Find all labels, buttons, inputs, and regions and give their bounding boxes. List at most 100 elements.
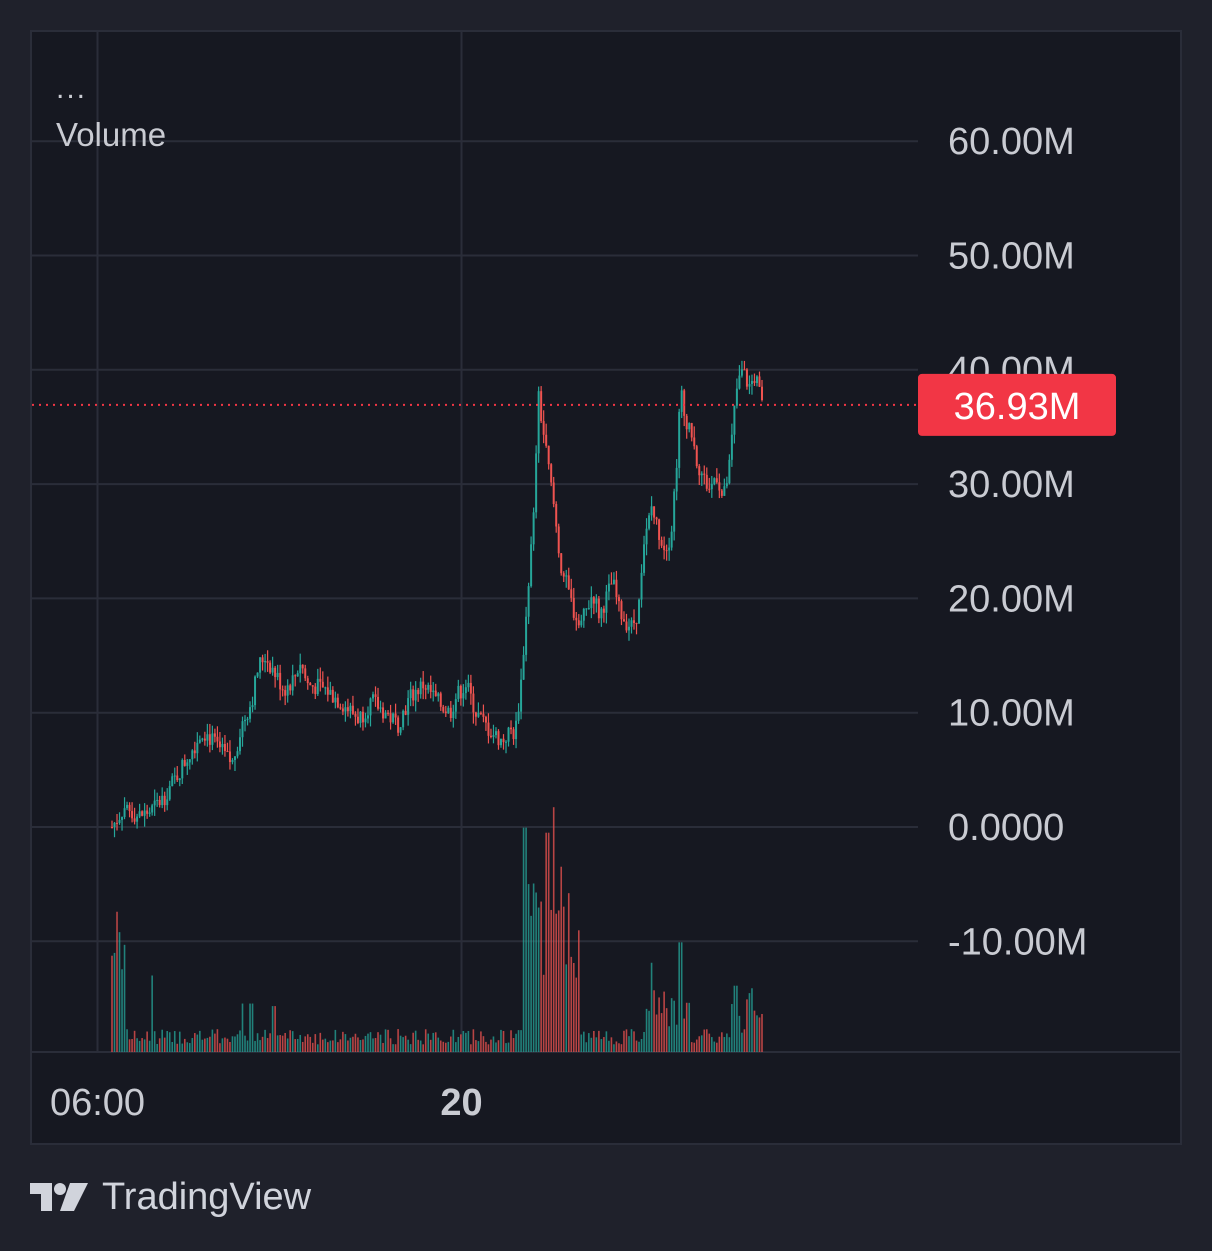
candle-body [133,818,136,822]
legend-menu-icon[interactable]: ... [56,72,88,105]
volume-bar [583,1031,585,1052]
candle-body [572,597,575,618]
volume-bar [726,1033,728,1052]
volume-bar [663,991,665,1052]
chart-panel[interactable]: 60.00M 50.00M 40.00M 30.00M 20.00M 10.00M 0.00… [30,30,1182,1145]
volume-bar [545,832,547,1052]
volume-bar [196,1034,199,1052]
volume-bar [711,1037,713,1052]
candle-body [698,466,701,476]
volume-bar [178,1031,181,1052]
volume-bar [427,1033,430,1052]
volume-bar [753,1010,756,1052]
volume-bar [688,1002,691,1052]
candle-body [565,575,568,577]
candle-body [404,710,407,715]
volume-bar [540,901,542,1052]
volume-bar [670,998,673,1052]
candle-body [735,388,738,406]
volume-bar [188,1043,191,1052]
volume-bar [276,1035,279,1052]
candle-body [454,699,457,712]
candle-body [517,711,520,721]
volume-chart[interactable]: 60.00M50.00M40.00M30.00M20.00M10.00M0.00… [32,32,1180,1143]
candle-body [191,750,194,760]
y-tick-label: 60.00M [948,121,1075,163]
candle-body [700,473,703,476]
candle-body [394,713,397,718]
volume-bar [741,1032,743,1052]
volume-bar [271,1006,274,1052]
volume-bar [216,1029,219,1052]
volume-bar [354,1033,357,1052]
volume-bar [128,1039,131,1052]
volume-bar [183,1038,186,1052]
volume-bar [542,974,545,1052]
candle-body [266,661,269,663]
volume-bar [550,909,552,1052]
volume-bar [226,1038,229,1052]
volume-bar [698,1036,701,1052]
candle-body [750,380,753,385]
volume-bar [708,1033,711,1052]
candle-body [479,712,482,714]
candle-body [309,683,312,686]
volume-bar [424,1029,427,1052]
candle-body [560,553,563,574]
volume-bar [337,1042,339,1052]
volume-bar [608,1040,610,1052]
y-tick-label: 50.00M [948,236,1075,278]
volume-bar [412,1032,414,1052]
candle-body [291,675,294,691]
candle-body [600,608,603,619]
candle-body [527,586,530,617]
y-tick-label: 30.00M [948,464,1075,506]
candle-body [622,619,625,622]
candle-body [314,686,317,695]
tradingview-brand[interactable]: TradingView [30,1172,311,1222]
candle-body [585,608,588,610]
volume-bar [241,1003,244,1052]
candle-body [638,599,641,624]
candle-body [171,776,174,787]
volume-bar [613,1044,615,1052]
candle-body [512,729,515,740]
volume-bar [575,977,578,1052]
candle-body [161,795,164,806]
candle-body [264,661,267,663]
volume-bar [392,1044,394,1052]
candle-body [251,705,254,708]
candle-body [269,662,272,673]
volume-bar [552,807,555,1052]
volume-bar [492,1036,495,1052]
volume-bar [610,1037,613,1052]
volume-bar [733,985,736,1052]
candle-body [743,369,746,371]
volume-bar [716,1042,718,1052]
candle-body [635,623,638,625]
candle-body [136,816,139,822]
candle-body [557,526,560,554]
volume-bar [374,1038,377,1052]
candle-body [148,812,151,814]
candle-body [755,376,758,384]
volume-bar [372,1038,374,1052]
candle-body [738,375,741,389]
candle-body [499,738,502,746]
volume-bar [364,1035,367,1052]
candle-body [374,694,377,697]
candle-body [474,712,477,717]
volume-bar [525,827,527,1052]
candle-body [507,727,510,742]
candle-body [131,811,134,819]
volume-bar [166,1031,169,1052]
volume-bar [136,1038,138,1052]
volume-bar [176,1043,179,1052]
volume-bar [480,1031,482,1052]
candle-body [424,688,427,690]
volume-bar [660,1013,663,1052]
candle-body [492,735,495,737]
volume-bar [655,1014,658,1052]
candle-body [482,713,485,717]
volume-bar [693,1042,696,1052]
